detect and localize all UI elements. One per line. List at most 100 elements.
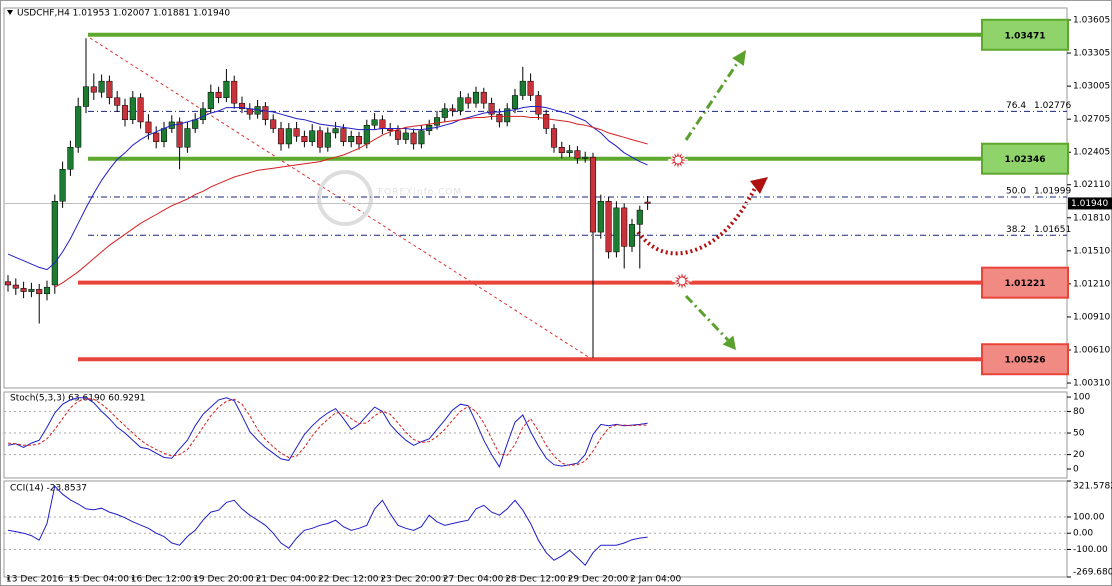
arrow-head bbox=[750, 177, 768, 194]
candle-body bbox=[145, 121, 152, 134]
candle-body bbox=[441, 108, 448, 118]
y-tick-label: 1.01210 bbox=[1073, 279, 1110, 289]
y-tick-label: 1.02110 bbox=[1073, 180, 1110, 190]
candle-body bbox=[67, 147, 74, 170]
fib-ratio: 76.4 bbox=[1006, 101, 1026, 111]
candle-body bbox=[277, 128, 285, 145]
candle-body bbox=[215, 91, 222, 98]
candle-body bbox=[301, 135, 308, 143]
y-tick-label: 50 bbox=[1073, 429, 1085, 439]
candle-body bbox=[519, 80, 526, 96]
candle-body bbox=[574, 150, 581, 159]
candle-body bbox=[316, 130, 324, 148]
candle-body bbox=[504, 108, 511, 123]
y-tick-label: 1.00610 bbox=[1073, 345, 1110, 355]
candle-body bbox=[223, 80, 230, 98]
candle-body bbox=[28, 289, 35, 292]
candle-body bbox=[558, 147, 565, 154]
candle-body bbox=[332, 128, 339, 134]
candle-body bbox=[270, 119, 277, 129]
candle-body bbox=[238, 102, 246, 109]
candle-body bbox=[129, 97, 136, 120]
candle-body bbox=[231, 80, 238, 104]
x-tick-label: 13 Dec 2016 bbox=[6, 575, 64, 585]
candle-body bbox=[636, 209, 643, 225]
level-box bbox=[981, 142, 1069, 175]
annotations bbox=[89, 37, 768, 359]
y-tick-label: 1.02405 bbox=[1073, 148, 1110, 158]
watermark: FOREXinfo.COM bbox=[378, 188, 462, 198]
y-tick-label: 1.01510 bbox=[1073, 246, 1110, 256]
candle-body bbox=[51, 201, 58, 286]
candle-body bbox=[176, 121, 183, 148]
fib-ratio: 50.0 bbox=[1006, 186, 1026, 196]
y-tick-label: 1.00310 bbox=[1073, 379, 1110, 389]
y-tick-label: 80 bbox=[1073, 407, 1085, 417]
candle-body bbox=[543, 113, 550, 129]
candle-body bbox=[207, 91, 214, 109]
candle-body bbox=[418, 130, 425, 145]
candle-body bbox=[12, 284, 19, 289]
candle-body bbox=[262, 106, 269, 120]
y-tick-label: 0.00 bbox=[1073, 529, 1093, 539]
chart-title: USDCHF,H4 1.01953 1.02007 1.01881 1.0194… bbox=[17, 9, 230, 19]
menu-icon bbox=[7, 10, 13, 15]
panel-frame bbox=[3, 391, 1068, 479]
x-tick-label: 29 Dec 20:00 bbox=[568, 575, 629, 585]
candle-body bbox=[121, 105, 129, 120]
candle-body bbox=[605, 201, 612, 253]
arrow-head bbox=[732, 50, 746, 66]
indicator-line bbox=[7, 397, 648, 468]
candle-body bbox=[355, 135, 363, 145]
y-tick-label: -269.6801 bbox=[1073, 568, 1112, 578]
candle-body bbox=[535, 95, 542, 115]
candle-body bbox=[106, 80, 113, 98]
candle-body bbox=[184, 128, 191, 148]
starburst-core bbox=[674, 156, 682, 164]
candle-body bbox=[153, 132, 160, 143]
indicator-line bbox=[7, 397, 648, 466]
candle-body bbox=[589, 156, 597, 233]
candle-body bbox=[488, 102, 495, 115]
candle-body bbox=[511, 95, 519, 109]
candle-body bbox=[246, 108, 253, 115]
candle-body bbox=[293, 128, 300, 137]
candle-body bbox=[20, 288, 27, 292]
candle-body bbox=[309, 130, 316, 143]
x-tick-label: 21 Dec 04:00 bbox=[256, 575, 317, 585]
y-tick-label: 1.00910 bbox=[1073, 312, 1110, 322]
panel-title: CCI(14) -23.8537 bbox=[10, 484, 87, 494]
candle-body bbox=[192, 119, 199, 129]
candle-body bbox=[4, 281, 12, 286]
y-tick-label: 1.02705 bbox=[1073, 115, 1110, 125]
candle-body bbox=[644, 201, 651, 204]
x-tick-label: 27 Dec 04:00 bbox=[443, 575, 504, 585]
y-tick-label: 1.03005 bbox=[1073, 82, 1110, 92]
candle-body bbox=[433, 117, 441, 126]
candle-body bbox=[621, 207, 628, 247]
watermark-logo bbox=[317, 170, 373, 226]
price-marker-label: 1.01940 bbox=[1071, 199, 1108, 209]
candle-body bbox=[550, 128, 558, 148]
candle-body bbox=[285, 128, 292, 145]
level-label: 1.02346 bbox=[1005, 155, 1046, 165]
candle-body bbox=[394, 130, 402, 140]
y-tick-label: 1.03605 bbox=[1073, 16, 1110, 26]
candle-body bbox=[59, 169, 66, 202]
candle-body bbox=[160, 128, 168, 143]
level-box bbox=[981, 18, 1069, 51]
candle-body bbox=[480, 91, 487, 104]
candle-body bbox=[363, 124, 370, 145]
candle-body bbox=[98, 80, 105, 93]
price-marker bbox=[1068, 197, 1112, 210]
candle-body bbox=[340, 128, 347, 143]
candle-body bbox=[472, 91, 480, 104]
level-box bbox=[981, 266, 1069, 299]
indicator-line bbox=[54, 115, 648, 288]
level-label: 1.01221 bbox=[1005, 279, 1046, 289]
indicator-line bbox=[7, 106, 648, 271]
candle-body bbox=[379, 119, 386, 129]
y-tick-label: 1.03305 bbox=[1073, 49, 1110, 59]
candle-body bbox=[75, 106, 82, 148]
fib-price: 1.02776 bbox=[1034, 101, 1071, 111]
